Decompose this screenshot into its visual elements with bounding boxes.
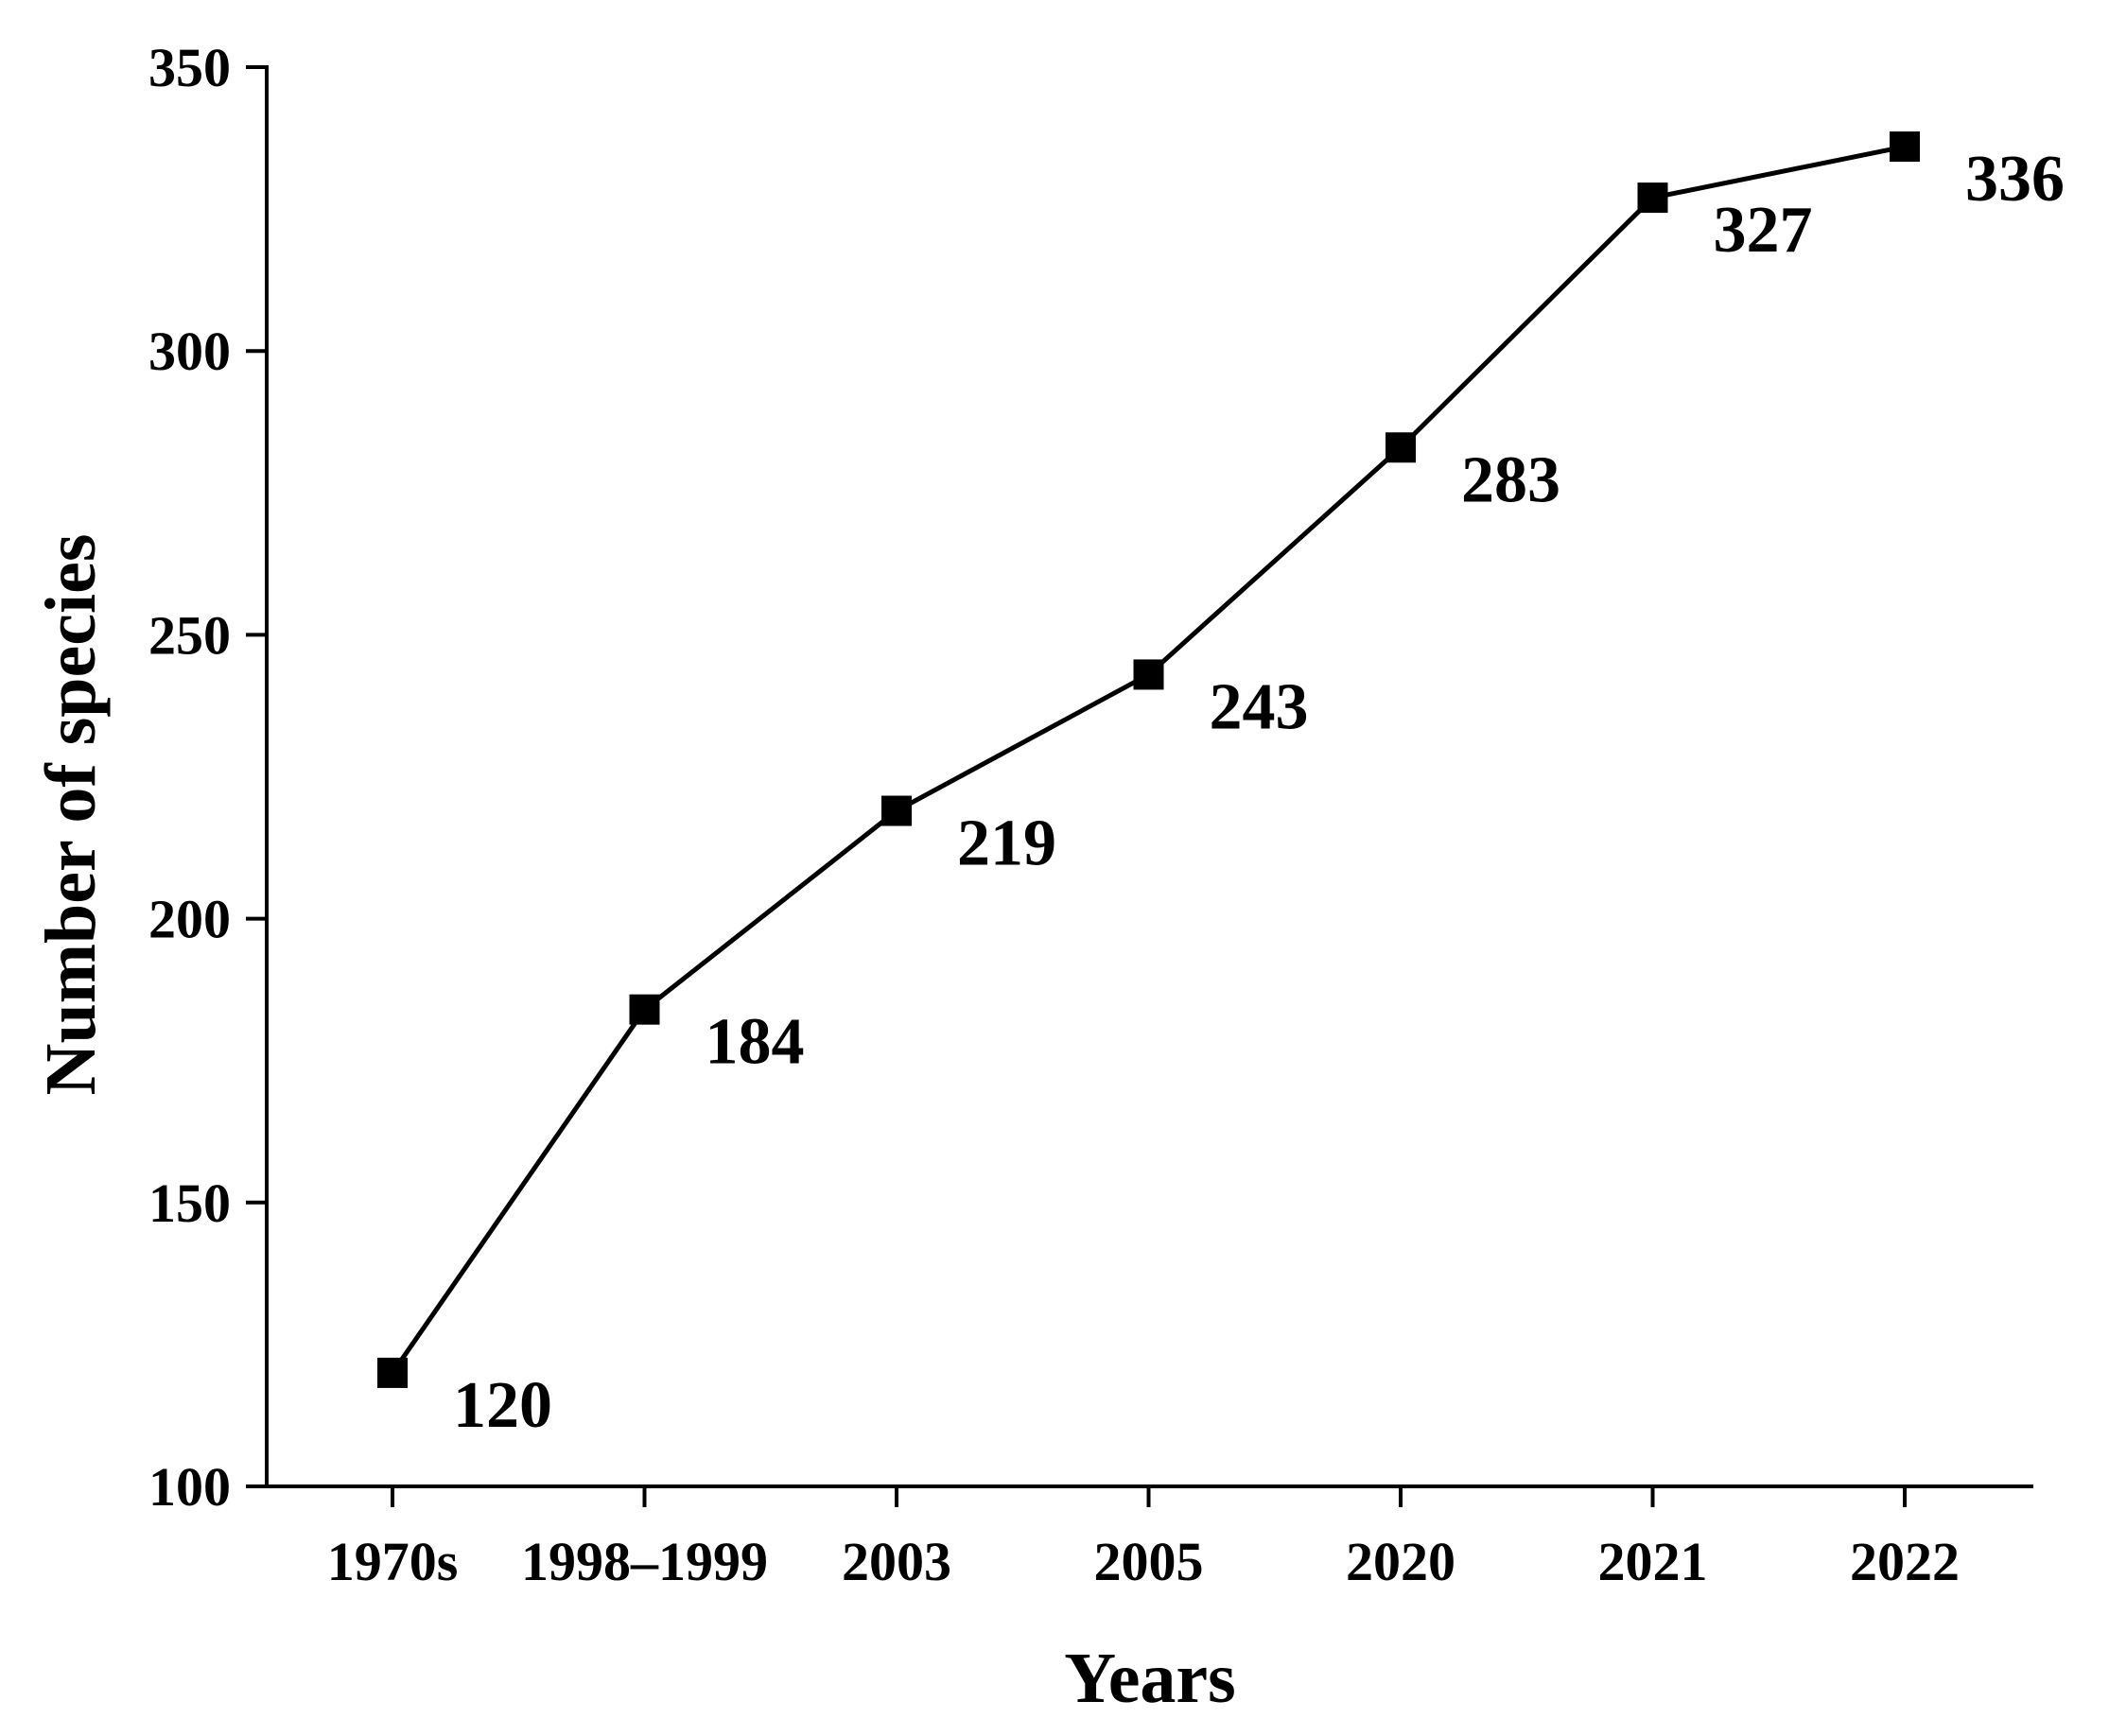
markers xyxy=(377,131,1920,1388)
series: 120 184 219 243 283 327 336 xyxy=(377,131,2065,1442)
x-tick-label: 1998–1999 xyxy=(521,1531,768,1592)
x-tick-label: 2020 xyxy=(1346,1531,1455,1592)
data-label: 283 xyxy=(1461,443,1560,516)
data-point-marker xyxy=(629,994,660,1025)
data-point-marker xyxy=(1133,659,1164,690)
data-label: 219 xyxy=(957,807,1056,880)
y-axis-title: Number of species xyxy=(31,534,111,1096)
data-point-marker xyxy=(1386,432,1416,463)
data-label: 336 xyxy=(1965,143,2065,216)
x-tick-label: 2022 xyxy=(1850,1531,1960,1592)
x-ticks: 1970s 1998–1999 2003 2005 2020 2021 2022 xyxy=(327,1486,1960,1592)
y-tick-label: 150 xyxy=(148,1172,231,1234)
data-labels: 120 184 219 243 283 327 336 xyxy=(453,143,2065,1442)
y-tick-label: 100 xyxy=(148,1456,231,1518)
x-axis-title: Years xyxy=(1064,1639,1236,1718)
series-line xyxy=(390,144,1906,1375)
x-tick-label: 2003 xyxy=(842,1531,951,1592)
y-tick-label: 250 xyxy=(148,604,231,666)
data-point-marker xyxy=(881,795,912,826)
axes xyxy=(265,65,2033,1488)
x-tick-label: 1970s xyxy=(327,1531,459,1592)
data-point-marker xyxy=(1637,182,1668,214)
data-point-marker xyxy=(1890,131,1920,163)
y-tick-label: 200 xyxy=(148,889,231,950)
y-ticks: 100 150 200 250 300 350 xyxy=(148,37,267,1518)
data-label: 327 xyxy=(1714,194,1813,267)
y-tick-label: 350 xyxy=(148,37,231,98)
data-point-marker xyxy=(377,1357,408,1388)
data-label: 120 xyxy=(453,1369,552,1442)
x-tick-label: 2021 xyxy=(1598,1531,1708,1592)
y-tick-label: 300 xyxy=(148,321,231,382)
data-label: 243 xyxy=(1210,670,1309,743)
data-label: 184 xyxy=(706,1006,805,1079)
x-tick-label: 2005 xyxy=(1094,1531,1204,1592)
